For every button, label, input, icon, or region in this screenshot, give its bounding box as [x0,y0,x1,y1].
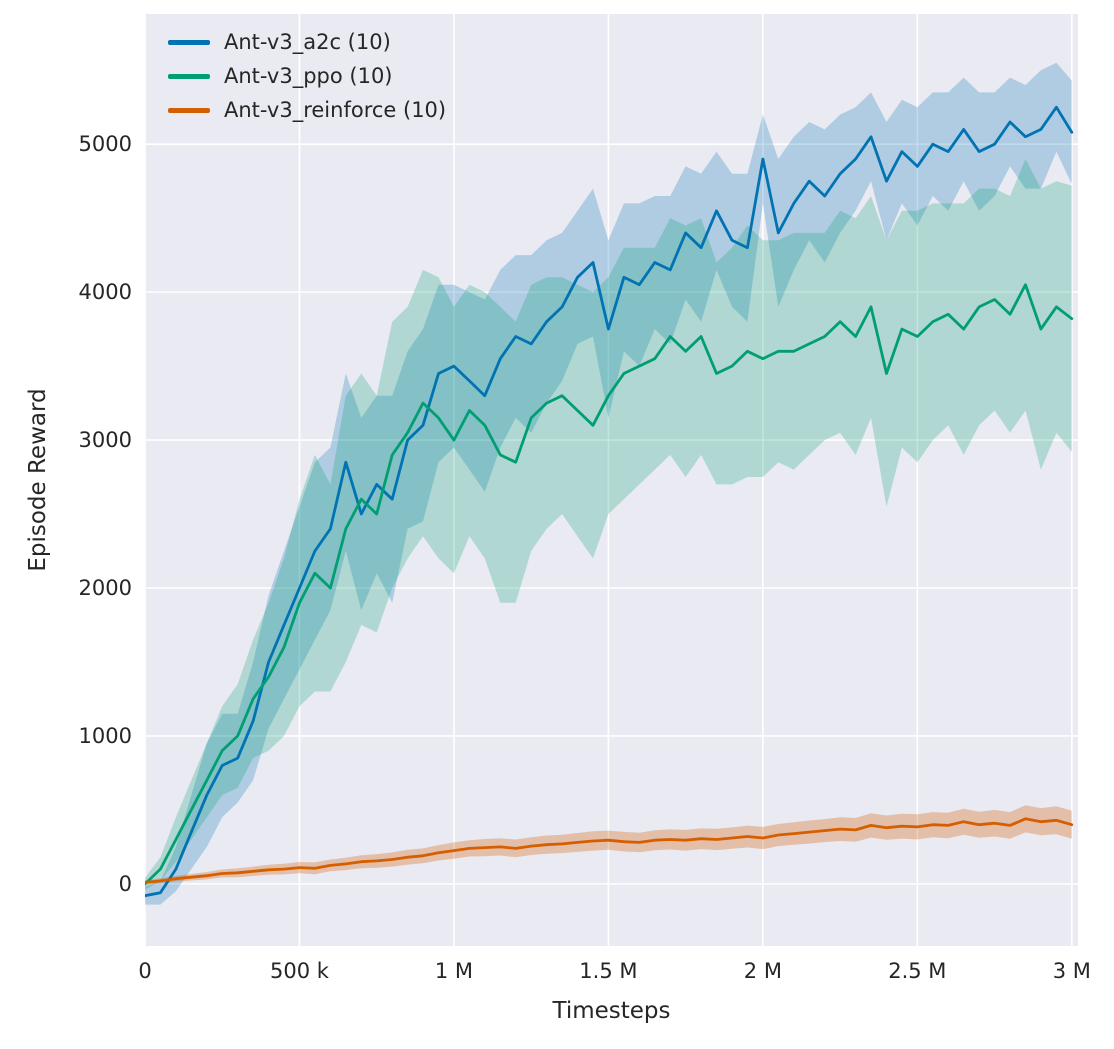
x-tick-label: 0 [138,959,151,983]
line-series-2 [145,817,1074,884]
series-lines [145,105,1074,898]
chart-legend: Ant-v3_a2c (10) Ant-v3_ppo (10) Ant-v3_r… [168,32,446,121]
band-series-1 [145,159,1072,890]
y-tick-label: 0 [119,872,132,896]
legend-item-ppo: Ant-v3_ppo (10) [168,66,446,87]
grid-lines [144,14,1078,946]
x-axis-label: Timesteps [552,998,671,1024]
tick-labels: 0 500 k 1 M 1.5 M 2 M 2.5 M 3 M 0 1000 2000 3000 40… [79,132,1091,983]
y-tick-label: 4000 [79,280,132,304]
legend-label-ppo: Ant-v3_ppo (10) [224,64,393,88]
line-series-1 [145,283,1074,886]
band-series-0 [145,62,1072,905]
legend-label-reinforce: Ant-v3_reinforce (10) [224,98,447,122]
y-tick-label: 5000 [79,132,132,156]
x-tick-label: 1 M [435,959,473,983]
x-tick-label: 500 k [270,959,330,983]
y-tick-label: 2000 [79,576,132,600]
confidence-bands [145,62,1072,905]
x-tick-label: 1.5 M [579,959,637,983]
legend-label-a2c: Ant-v3_a2c (10) [224,30,391,54]
x-tick-label: 2 M [744,959,782,983]
legend-swatch-reinforce [168,108,210,113]
y-tick-label: 3000 [79,428,132,452]
legend-swatch-ppo [168,74,210,79]
line-series-0 [145,105,1074,898]
y-tick-label: 1000 [79,724,132,748]
band-series-2 [145,805,1072,885]
legend-item-reinforce: Ant-v3_reinforce (10) [168,100,446,121]
legend-item-a2c: Ant-v3_a2c (10) [168,32,446,53]
y-axis-label: Episode Reward [25,388,51,572]
plot-area [145,14,1078,946]
x-tick-label: 2.5 M [888,959,946,983]
x-tick-label: 3 M [1053,959,1091,983]
legend-swatch-a2c [168,40,210,45]
